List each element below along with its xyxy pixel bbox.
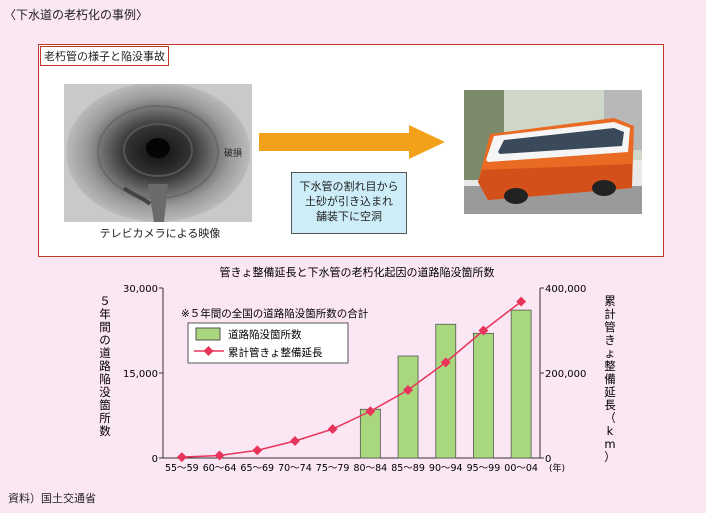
y-right-tick-label: 400,000 bbox=[545, 284, 586, 295]
right-arrow-icon bbox=[259, 125, 445, 159]
pipe-photo-caption: テレビカメラによる映像 bbox=[99, 227, 221, 240]
x-unit-label: (年) bbox=[549, 462, 565, 474]
x-tick-label: 70～74 bbox=[278, 463, 312, 474]
line-point bbox=[290, 436, 300, 446]
y-right-tick-label: 200,000 bbox=[545, 369, 586, 380]
x-tick-label: 90～94 bbox=[429, 463, 463, 474]
y-axis-title-right: 累計管きょ整備延長（ k m） bbox=[604, 294, 616, 464]
chart: 管きょ整備延長と下水管の老朽化起因の道路陥没箇所数 015,00030,0000… bbox=[99, 265, 616, 474]
legend: 道路陥没箇所数 累計管きょ整備延長 bbox=[187, 322, 349, 364]
chart-note: ※５年間の全国の道路陥没箇所数の合計 bbox=[181, 307, 369, 320]
cause-note-box: 下水管の割れ目から 土砂が引き込まれ 舗装下に空洞 bbox=[291, 172, 407, 234]
x-tick-label: 85～89 bbox=[391, 463, 425, 474]
x-tick-label: 65～69 bbox=[240, 463, 274, 474]
note-line: 下水管の割れ目から bbox=[299, 180, 399, 193]
y-left-tick-label: 30,000 bbox=[123, 284, 158, 295]
line-point bbox=[327, 424, 338, 435]
y-left-tick-label: 15,000 bbox=[123, 369, 158, 380]
legend-bar-swatch bbox=[195, 327, 221, 341]
sewer-pipe-photo: 破損 bbox=[64, 84, 252, 222]
line-point bbox=[176, 452, 187, 463]
bar-series bbox=[359, 309, 532, 459]
line-point bbox=[214, 450, 225, 461]
line-point bbox=[252, 445, 263, 456]
y-right-tick-label: 0 bbox=[545, 454, 551, 465]
line-point bbox=[516, 296, 527, 307]
y-axis-title-left: ５年間の道路陥没箇所数 bbox=[99, 294, 111, 438]
svg-text:破損: 破損 bbox=[224, 147, 242, 159]
chart-axes: 0 15,000 30,000 0 200,000 400,000 55～59 60～64 65… bbox=[99, 284, 616, 474]
chart-title: 管きょ整備延長と下水管の老朽化起因の道路陥没箇所数 bbox=[220, 265, 495, 279]
bar bbox=[359, 408, 381, 459]
legend-line-label: 累計管きょ整備延長 bbox=[228, 346, 323, 359]
source-note: 資料）国土交通省 bbox=[8, 492, 96, 505]
y-left-tick-label: 0 bbox=[152, 454, 158, 465]
legend-bar-label: 道路陥没箇所数 bbox=[228, 328, 302, 341]
x-tick-label: 95～99 bbox=[467, 463, 501, 474]
x-tick-label: 55～59 bbox=[165, 463, 199, 474]
x-tick-label: 00～04 bbox=[504, 463, 538, 474]
bar bbox=[397, 355, 419, 459]
x-tick-label: 80～84 bbox=[354, 463, 388, 474]
note-line: 土砂が引き込まれ bbox=[305, 195, 393, 208]
section-caption: 〈下水道の老朽化の事例〉 bbox=[4, 8, 149, 22]
legend-line-marker bbox=[203, 346, 214, 356]
x-tick-label: 75～79 bbox=[316, 463, 350, 474]
x-tick-label: 60～64 bbox=[203, 463, 237, 474]
bar bbox=[510, 309, 532, 459]
line-path bbox=[181, 301, 522, 458]
sunken-bus-photo bbox=[464, 90, 642, 214]
bar bbox=[435, 323, 457, 459]
note-line: 舗装下に空洞 bbox=[316, 210, 382, 223]
bar bbox=[473, 332, 494, 459]
panel-title: 老朽管の様子と陥没事故 bbox=[40, 46, 169, 66]
